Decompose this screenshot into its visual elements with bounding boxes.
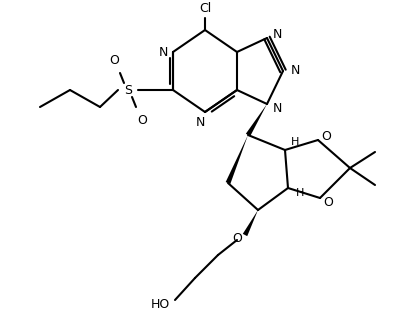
Text: O: O — [323, 196, 333, 209]
Text: HO: HO — [150, 298, 170, 310]
Text: O: O — [109, 53, 119, 67]
Text: H: H — [296, 188, 304, 198]
Text: O: O — [321, 129, 331, 142]
Polygon shape — [226, 135, 248, 184]
Text: Cl: Cl — [199, 3, 211, 16]
Text: O: O — [137, 113, 147, 126]
Text: O: O — [232, 232, 242, 245]
Text: S: S — [124, 83, 132, 96]
Text: N: N — [195, 115, 205, 128]
Text: N: N — [290, 65, 300, 78]
Text: N: N — [272, 27, 282, 40]
Text: H: H — [291, 137, 299, 147]
Text: N: N — [158, 46, 168, 58]
Polygon shape — [246, 104, 267, 136]
Polygon shape — [243, 210, 258, 236]
Text: N: N — [272, 101, 282, 114]
